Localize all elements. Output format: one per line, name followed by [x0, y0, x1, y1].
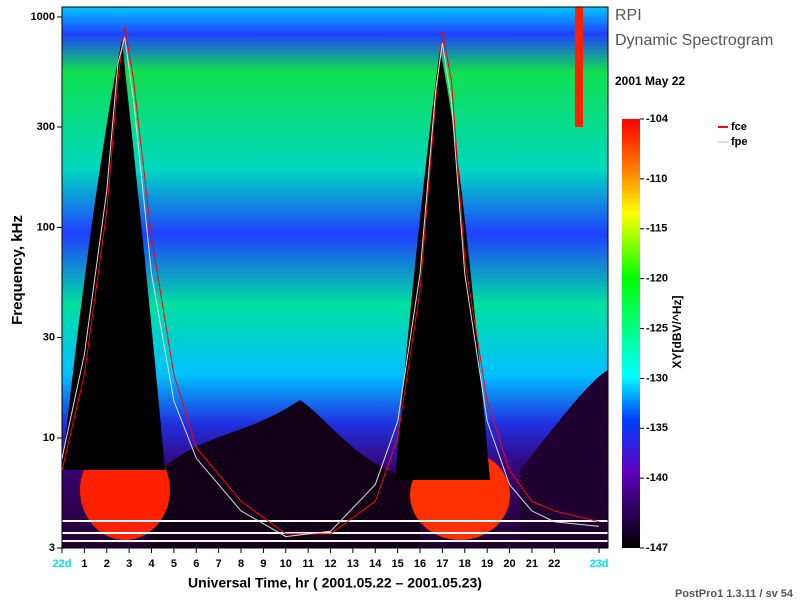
x-tick-label: 3	[126, 558, 132, 570]
y-tick-label: 3	[49, 542, 55, 554]
x-tick-label: 12	[324, 558, 336, 570]
footer: PostPro1 1.3.11 / sv 54	[675, 588, 794, 600]
title: RPI	[615, 7, 642, 24]
x-tick-label: 21	[526, 558, 538, 570]
x-tick-label: 23d	[590, 558, 609, 570]
y-tick-label: 1000	[31, 11, 55, 23]
plot-frame	[61, 6, 609, 549]
x-tick-label: 18	[459, 558, 471, 570]
x-tick-label: 16	[414, 558, 426, 570]
x-tick-label: 13	[347, 558, 359, 570]
subtitle: Dynamic Spectrogram	[615, 32, 773, 49]
colorbar-tick-label: -120	[646, 273, 668, 285]
x-tick-label: 22d	[53, 558, 72, 570]
x-tick-label: 22	[548, 558, 560, 570]
x-axis-label: Universal Time, hr ( 2001.05.22 – 2001.0…	[188, 575, 482, 591]
colorbar-label: XY[dBV/^Hz]	[670, 295, 684, 368]
legend-label: fpe	[731, 136, 748, 148]
colorbar-tick-label: -130	[646, 372, 668, 384]
colorbar-tick-label: -125	[646, 322, 668, 334]
x-tick-label: 8	[238, 558, 244, 570]
spectrogram-image	[62, 7, 608, 548]
colorbar-tick-label: -110	[646, 173, 667, 185]
x-tick-label: 7	[216, 558, 222, 570]
y-tick-label: 10	[43, 432, 55, 444]
y-tick-label: 300	[37, 121, 55, 133]
colorbar	[622, 119, 640, 548]
x-tick-label: 6	[193, 558, 199, 570]
colorbar-tick-label: -140	[646, 472, 668, 484]
x-tick-label: 10	[280, 558, 292, 570]
x-tick-label: 17	[436, 558, 448, 570]
x-tick-label: 4	[148, 558, 155, 570]
date: 2001 May 22	[615, 74, 685, 88]
series-line	[62, 37, 600, 538]
x-tick-label: 15	[392, 558, 404, 570]
x-tick-label: 11	[302, 558, 314, 570]
x-tick-label: 19	[481, 558, 493, 570]
x-tick-label: 2	[104, 558, 110, 570]
colorbar-tick-label: -147	[646, 542, 668, 554]
series-line	[62, 26, 600, 535]
x-tick-label: 1	[81, 558, 87, 570]
colorbar-tick-label: -115	[646, 223, 667, 235]
y-tick-label: 100	[37, 221, 55, 233]
colorbar-tick-label: -104	[646, 113, 669, 125]
y-tick-label: 30	[43, 331, 55, 343]
x-tick-label: 20	[503, 558, 515, 570]
y-axis-label: Frequency, kHz	[9, 215, 26, 325]
x-tick-label: 9	[260, 558, 266, 570]
x-tick-label: 5	[171, 558, 177, 570]
x-tick-label: 14	[369, 558, 382, 570]
colorbar-tick-label: -135	[646, 422, 668, 434]
legend-label: fce	[731, 121, 747, 133]
